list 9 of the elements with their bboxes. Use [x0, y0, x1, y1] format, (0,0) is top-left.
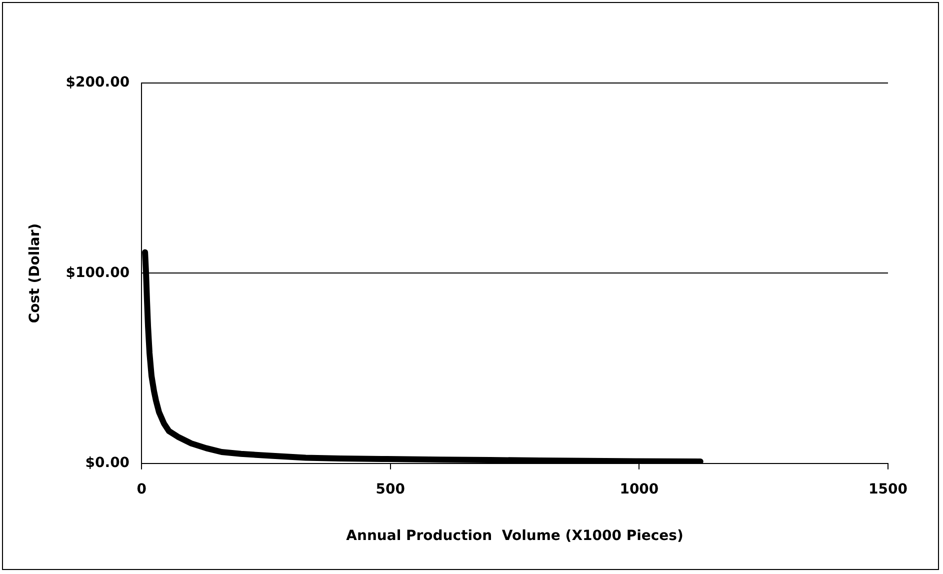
x-tick-label: 500 — [376, 481, 406, 498]
y-axis-title: Cost (Dollar) — [27, 223, 44, 324]
y-tick-label: $100.00 — [66, 264, 130, 281]
y-tick-label: $0.00 — [85, 455, 130, 472]
x-tick-label: 1500 — [868, 481, 908, 498]
y-tick-label: $200.00 — [66, 74, 130, 91]
x-axis-title: Annual Production Volume (X1000 Pieces) — [346, 528, 684, 544]
x-tick-label: 0 — [136, 481, 147, 498]
x-tick-label: 1000 — [620, 481, 659, 498]
